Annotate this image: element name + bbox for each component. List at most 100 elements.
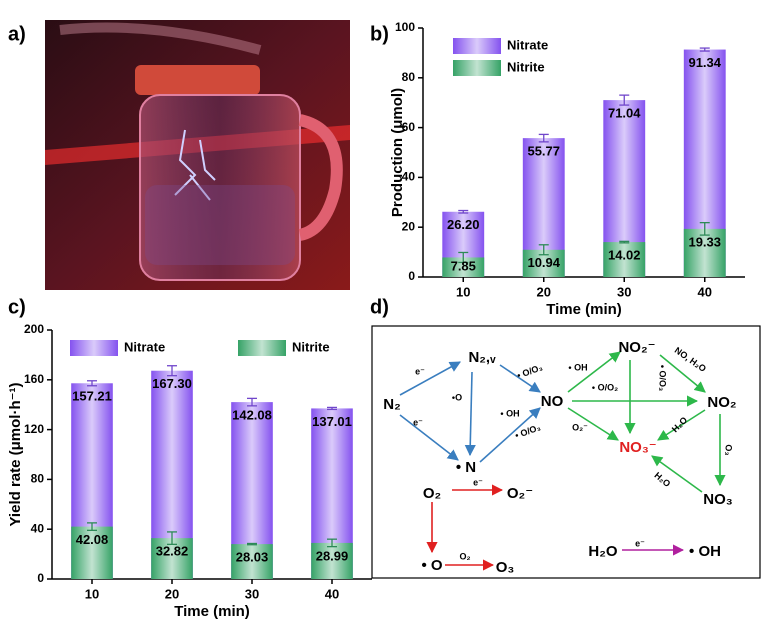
legend-swatch (238, 340, 286, 356)
panel-label: a) (8, 23, 26, 45)
arrow (659, 354, 706, 393)
arrow (567, 351, 621, 393)
legend-label: Nitrate (507, 37, 548, 52)
node-label: N₂,ᵥ (468, 349, 496, 366)
value-label: 14.02 (608, 248, 641, 263)
y-tick-label: 120 (24, 422, 44, 436)
node-label: H₂O (588, 543, 617, 560)
value-label: 32.82 (156, 544, 189, 559)
x-axis-label: Time (min) (546, 301, 622, 318)
node-label: O₂⁻ (507, 485, 533, 502)
edge-label: O₂ (460, 551, 471, 561)
node-label: N₂ (383, 396, 401, 413)
edge-label: O₃ (724, 444, 734, 455)
value-label: 28.99 (316, 548, 349, 563)
error-bar (538, 244, 549, 256)
error-bar (619, 240, 630, 244)
legend-label: Nitrite (507, 59, 545, 74)
y-tick-label: 160 (24, 372, 44, 386)
node-label: NO₂ (707, 394, 736, 411)
value-label: 137.01 (312, 414, 352, 429)
arrow (499, 364, 541, 393)
arrow (479, 407, 541, 463)
error-bar (247, 397, 257, 407)
x-axis-label: Time (min) (174, 603, 250, 620)
bar (311, 542, 353, 579)
edge-label: • O/O₃ (516, 362, 544, 380)
y-tick-label: 40 (31, 521, 45, 535)
error-bar (167, 531, 177, 546)
x-tick-label: 10 (85, 586, 99, 601)
x-tick-label: 40 (325, 586, 339, 601)
bar (683, 228, 726, 277)
edge-label: •O (452, 392, 462, 402)
edge-label: e⁻ (415, 366, 425, 376)
y-tick-label: 20 (402, 219, 416, 233)
edge-label: • O/O₃ (658, 365, 668, 391)
value-label: 91.34 (688, 55, 721, 70)
bar (71, 526, 113, 579)
node-label: NO (541, 393, 564, 410)
error-bar (619, 94, 630, 106)
x-tick-label: 10 (456, 284, 470, 299)
arrow (651, 455, 703, 493)
legend-swatch (70, 340, 118, 356)
error-bar (458, 209, 469, 214)
value-label: 157.21 (72, 389, 112, 404)
error-bar (87, 522, 97, 531)
y-tick-label: 80 (31, 472, 45, 486)
value-label: 28.03 (236, 550, 269, 565)
error-bar (699, 47, 710, 52)
x-tick-label: 30 (245, 586, 259, 601)
value-label: 167.30 (152, 376, 192, 391)
edge-label: O₂⁻ (572, 422, 588, 432)
edge-label: • OH (500, 408, 519, 418)
value-label: 10.94 (527, 255, 560, 270)
y-axis-label: Production (μmol) (389, 88, 406, 217)
arrow (399, 361, 461, 396)
node-label: NO₃ (703, 491, 733, 508)
y-tick-label: 0 (37, 571, 44, 585)
node-label: NO₃⁻ (619, 439, 656, 456)
edge-label: • OH (568, 362, 587, 372)
value-label: 26.20 (447, 217, 480, 232)
legend-label: Nitrite (292, 339, 330, 354)
value-label: 71.04 (608, 106, 641, 121)
panel-label: b) (370, 23, 389, 45)
diagram-frame (371, 325, 761, 579)
y-tick-label: 60 (402, 120, 416, 134)
bar (442, 257, 485, 277)
node-label: NO₂⁻ (618, 339, 655, 356)
edge-label: • O/O₂ (592, 382, 618, 392)
jar (139, 94, 301, 281)
error-bar (327, 538, 337, 548)
x-tick-label: 40 (698, 284, 712, 299)
legend-swatch (453, 60, 501, 76)
edge-label: • O/O₃ (514, 422, 542, 440)
arrow (657, 409, 706, 441)
node-label: • N (456, 459, 476, 476)
node-label: O₂ (423, 485, 441, 502)
edge-label: H₂O (670, 415, 689, 434)
value-label: 7.85 (451, 258, 476, 273)
bar (231, 544, 273, 579)
edge-label: e⁻ (635, 538, 645, 548)
handle (298, 114, 343, 241)
edge-label: e⁻ (473, 477, 483, 487)
error-bar (699, 221, 710, 236)
panel-label: d) (370, 296, 389, 318)
edge-label: e⁻ (413, 417, 423, 427)
y-tick-label: 200 (24, 322, 44, 336)
error-bar (167, 365, 177, 377)
node-label: • OH (689, 543, 721, 560)
y-axis-label: Yield rate (μmol·h⁻¹) (7, 382, 24, 526)
x-tick-label: 20 (165, 586, 179, 601)
error-bar (247, 542, 257, 546)
error-bar (87, 380, 97, 387)
error-bar (327, 406, 337, 411)
water (145, 185, 295, 265)
y-tick-label: 0 (408, 269, 415, 283)
error-bar (538, 133, 549, 143)
